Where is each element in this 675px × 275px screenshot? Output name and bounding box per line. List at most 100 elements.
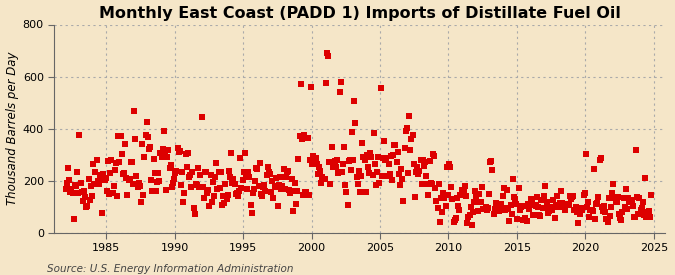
Point: [549, 205, 560, 210]
Point: [334, 90, 345, 95]
Point: [293, 157, 304, 162]
Point: [624, 199, 634, 203]
Point: [539, 184, 550, 189]
Point: [252, 167, 263, 172]
Point: [422, 182, 433, 186]
Point: [497, 194, 508, 198]
Point: [576, 206, 587, 211]
Point: [263, 165, 273, 169]
Point: [398, 199, 409, 203]
Point: [88, 162, 99, 166]
Point: [383, 162, 394, 166]
Point: [126, 160, 137, 164]
Point: [466, 222, 477, 227]
Point: [483, 192, 494, 197]
Point: [432, 206, 443, 210]
Point: [645, 214, 655, 219]
Point: [472, 209, 483, 214]
Point: [597, 205, 608, 209]
Point: [441, 164, 452, 169]
Point: [589, 167, 599, 171]
Point: [405, 148, 416, 153]
Point: [90, 169, 101, 174]
Point: [537, 205, 548, 210]
Point: [461, 194, 472, 198]
Point: [603, 196, 614, 200]
Point: [524, 202, 535, 207]
Point: [480, 205, 491, 209]
Point: [430, 185, 441, 190]
Point: [223, 169, 234, 173]
Point: [433, 181, 444, 186]
Point: [493, 205, 504, 210]
Point: [167, 185, 178, 189]
Point: [267, 179, 277, 184]
Point: [364, 171, 375, 175]
Point: [250, 179, 261, 184]
Point: [450, 218, 460, 222]
Point: [172, 146, 183, 150]
Point: [520, 215, 531, 220]
Point: [288, 208, 298, 213]
Point: [114, 160, 125, 164]
Point: [567, 195, 578, 199]
Point: [101, 188, 112, 193]
Point: [60, 187, 71, 192]
Point: [65, 189, 76, 194]
Point: [583, 200, 593, 205]
Point: [236, 186, 247, 190]
Point: [325, 182, 335, 186]
Point: [225, 150, 236, 155]
Point: [586, 208, 597, 212]
Point: [167, 181, 178, 185]
Point: [602, 219, 613, 224]
Point: [237, 177, 248, 182]
Point: [485, 160, 495, 165]
Point: [357, 141, 368, 145]
Point: [547, 198, 558, 203]
Point: [144, 145, 155, 149]
Point: [187, 170, 198, 174]
Point: [317, 174, 328, 179]
Point: [558, 202, 568, 206]
Point: [627, 203, 638, 208]
Point: [486, 159, 497, 164]
Point: [489, 206, 500, 211]
Point: [294, 133, 305, 138]
Point: [551, 203, 562, 208]
Point: [545, 205, 556, 210]
Point: [129, 109, 140, 114]
Point: [75, 180, 86, 185]
Point: [130, 137, 141, 141]
Point: [612, 195, 623, 200]
Point: [275, 174, 286, 179]
Point: [630, 148, 641, 152]
Point: [283, 169, 294, 173]
Point: [352, 182, 363, 186]
Point: [188, 206, 199, 210]
Point: [543, 211, 554, 216]
Point: [139, 155, 150, 159]
Point: [232, 190, 242, 195]
Point: [456, 188, 467, 192]
Point: [333, 170, 344, 175]
Point: [443, 193, 454, 197]
Point: [373, 154, 383, 159]
Point: [342, 203, 353, 207]
Point: [360, 190, 371, 195]
Point: [144, 146, 155, 151]
Point: [637, 206, 647, 210]
Point: [622, 207, 632, 211]
Point: [410, 170, 421, 175]
Point: [561, 202, 572, 207]
Point: [560, 208, 571, 212]
Point: [66, 187, 77, 191]
Point: [610, 199, 621, 203]
Point: [377, 174, 387, 178]
Point: [501, 205, 512, 210]
Point: [585, 208, 596, 212]
Point: [554, 200, 565, 205]
Point: [111, 194, 122, 199]
Point: [387, 153, 398, 158]
Point: [488, 212, 499, 216]
